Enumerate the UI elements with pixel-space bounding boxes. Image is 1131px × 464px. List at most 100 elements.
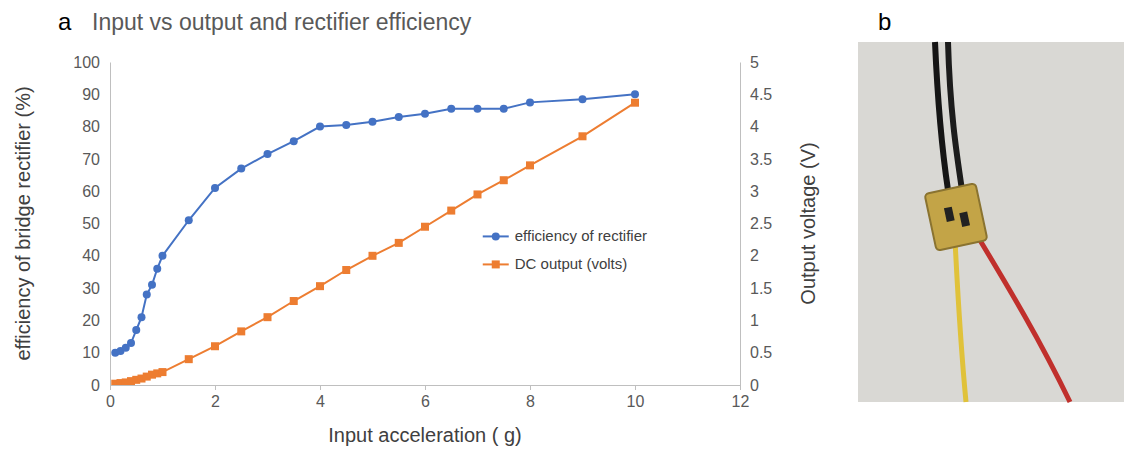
tick: 4.5 [740,86,772,103]
tick: 10 [627,385,645,410]
tick: 0 [91,377,110,394]
tick-mark [740,385,741,390]
data-point [264,313,272,321]
tick: 1.5 [740,280,772,297]
figure: a Input vs output and rectifier efficienc… [0,0,1131,464]
tick-label: 30 [82,280,100,297]
data-point [369,252,377,260]
data-point [579,132,587,140]
tick: 80 [82,118,110,135]
wire [955,240,966,402]
tick-label: 12 [732,393,750,410]
tick: 90 [82,86,110,103]
tick: 2.5 [740,215,772,232]
data-point [153,265,161,273]
chip-part [944,207,955,222]
tick-label: 70 [82,151,100,168]
panel-label: b [878,8,891,35]
legend-swatch-marker [492,232,500,240]
data-point [631,90,639,98]
data-point [159,252,167,260]
tick: 5 [740,54,759,71]
data-point [127,339,135,347]
tick-label: 0 [91,377,100,394]
tick: 2 [211,385,220,410]
data-point [500,105,508,113]
tick: 4 [316,385,325,410]
data-point [264,150,272,158]
data-point [631,99,639,107]
y2-axis: 00.511.522.533.544.55 [740,54,772,394]
data-point [526,161,534,169]
data-point [316,282,324,290]
tick-label: 80 [82,118,100,135]
tick: 6 [421,385,430,410]
tick-label: 0 [750,377,759,394]
tick: 4 [740,118,759,135]
data-point [500,176,508,184]
y-axis-title: efficiency of bridge rectifier (%) [12,86,34,360]
data-point [138,313,146,321]
tick-label: 10 [82,344,100,361]
data-point [237,165,245,173]
tick-label: 0.5 [750,344,772,361]
data-point [290,137,298,145]
axis-line [110,63,111,386]
data-point [579,95,587,103]
tick-label: 20 [82,312,100,329]
tick: 8 [526,385,535,410]
data-point [421,223,429,231]
photo [858,42,1124,402]
tick: 0.5 [740,344,772,361]
axis-line [111,386,741,391]
tick: 50 [82,215,110,232]
tick: 70 [82,151,110,168]
legend-item: efficiency of rectifier [483,227,647,244]
tick: 10 [82,344,110,361]
tick-label: 8 [526,393,535,410]
y-axis: 0 10 20 30 40 50 60 70 80 90 100 [73,54,110,394]
tick-label: 2.5 [750,215,772,232]
series-line [115,94,635,352]
legend-item: DC output (volts) [483,255,628,272]
wire [975,232,1070,402]
data-point [447,105,455,113]
data-point [526,98,534,106]
data-point [474,190,482,198]
data-point [395,239,403,247]
data-point [185,355,193,363]
tick-label: 2 [750,247,759,264]
data-point [342,266,350,274]
tick-label: 10 [627,393,645,410]
tick: 40 [82,247,110,264]
data-point [185,216,193,224]
x-axis: 0 2 4 6 8 10 12 [106,385,749,410]
tick-label: 2 [211,393,220,410]
data-point [132,326,140,334]
tick: 100 [73,54,110,71]
tick-mark [635,385,636,390]
legend-label: DC output (volts) [515,255,628,272]
tick-label: 4 [750,118,759,135]
data-point [369,118,377,126]
tick: 60 [82,183,110,200]
tick: 0 [106,385,115,410]
tick-mark [425,385,426,390]
axis-line [740,63,741,386]
tick: 20 [82,312,110,329]
tick-label: 100 [73,54,100,71]
tick-mark [320,385,321,390]
data-point [148,281,156,289]
tick-label: 6 [421,393,430,410]
tick-mark [215,385,216,390]
tick: 0 [740,377,759,394]
chart-title: Input vs output and rectifier efficiency [92,9,472,35]
data-point [143,291,151,299]
legend-label: efficiency of rectifier [515,227,647,244]
tick-label: 40 [82,247,100,264]
tick-label: 90 [82,86,100,103]
panel-label: a [58,8,72,35]
chip-part [959,212,970,227]
photo-background [858,42,1124,402]
tick-label: 5 [750,54,759,71]
